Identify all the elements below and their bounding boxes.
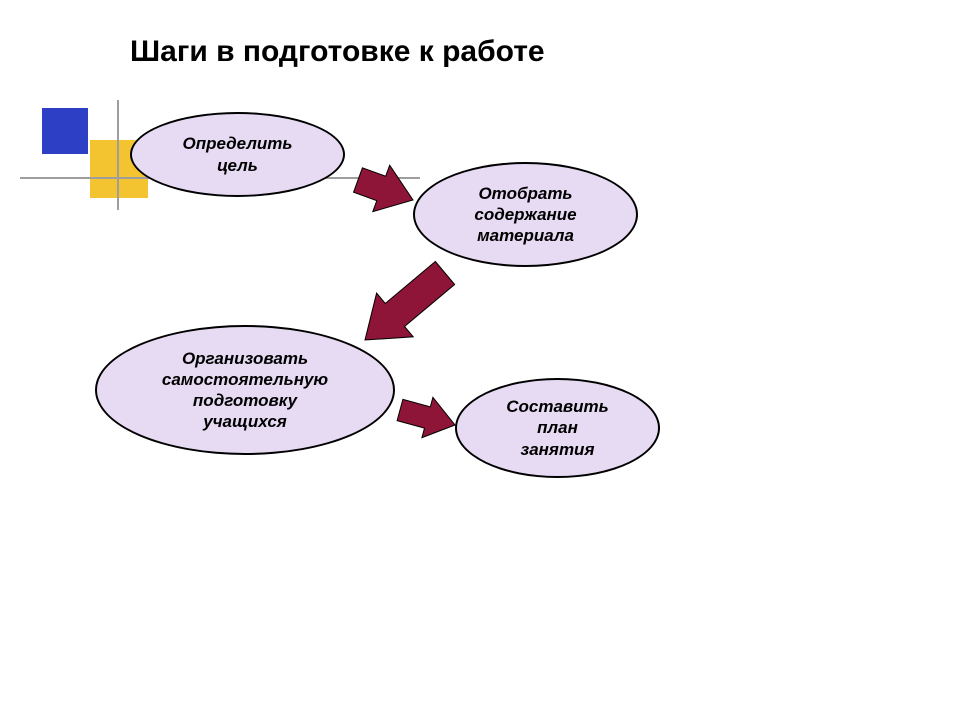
node-n4: Составитьпланзанятия: [455, 378, 660, 478]
deco-square-0: [42, 108, 88, 154]
arrow-n1-n2: [350, 157, 422, 223]
diagram-stage: Шаги в подготовке к работе Определитьцел…: [0, 0, 960, 720]
slide-title: Шаги в подготовке к работе: [130, 35, 545, 69]
node-n2: Отобратьсодержаниематериала: [413, 162, 638, 267]
arrow-n3-n4: [395, 390, 461, 445]
arrow-n2-n3: [347, 251, 464, 362]
node-n3: Организоватьсамостоятельнуюподготовкууча…: [95, 325, 395, 455]
node-n1: Определитьцель: [130, 112, 345, 197]
